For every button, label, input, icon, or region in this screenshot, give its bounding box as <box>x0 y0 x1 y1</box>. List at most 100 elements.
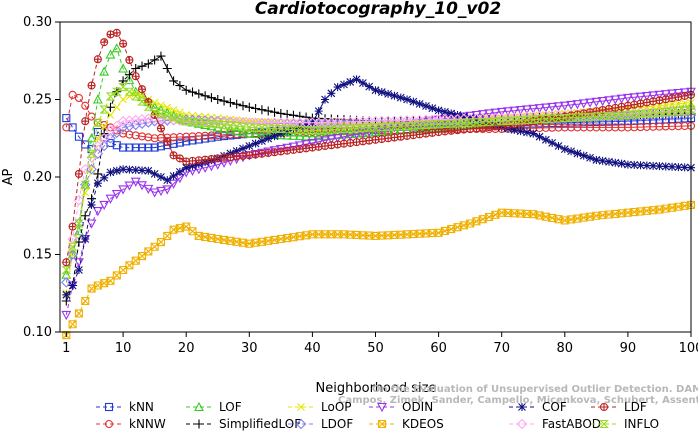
data-point <box>182 137 191 146</box>
data-point <box>617 123 626 132</box>
data-point <box>351 124 362 133</box>
x-tick-label: 10 <box>115 341 132 356</box>
data-point <box>567 147 576 156</box>
data-point <box>668 122 677 131</box>
data-point <box>193 118 204 127</box>
data-point <box>535 132 544 141</box>
legend-item-cof: COF <box>509 400 567 414</box>
data-point <box>238 127 248 137</box>
data-point <box>661 122 670 131</box>
data-point <box>630 123 639 132</box>
data-point <box>466 114 475 123</box>
data-point <box>257 105 267 115</box>
data-point <box>673 107 684 116</box>
data-point <box>288 130 299 140</box>
data-point <box>74 93 83 102</box>
data-point <box>642 98 651 107</box>
data-point <box>484 117 494 126</box>
data-point <box>660 90 671 100</box>
legend-item-kdeos: KDEOS <box>369 417 444 431</box>
data-point <box>339 132 349 142</box>
data-point <box>150 98 159 107</box>
data-point <box>112 28 121 37</box>
data-point <box>440 119 450 129</box>
data-point <box>421 102 430 111</box>
data-point <box>307 126 318 135</box>
data-point <box>496 107 507 118</box>
data-point <box>604 157 613 166</box>
data-point <box>156 124 166 133</box>
legend-marker <box>194 401 204 412</box>
data-point <box>150 55 160 65</box>
data-point <box>144 143 153 152</box>
data-point <box>604 111 614 120</box>
data-point <box>156 173 165 181</box>
data-point <box>269 124 280 133</box>
data-point <box>118 185 129 195</box>
data-point <box>87 81 96 90</box>
data-point <box>553 114 564 123</box>
data-point <box>263 124 274 133</box>
x-tick-label: 20 <box>178 341 195 356</box>
data-point <box>200 91 210 101</box>
data-point <box>610 95 621 105</box>
data-point <box>604 96 614 106</box>
data-point <box>181 85 191 95</box>
data-point <box>333 83 342 92</box>
data-point <box>251 139 260 148</box>
data-point <box>61 265 72 275</box>
data-point <box>130 119 141 131</box>
legend-label: LoOP <box>321 400 352 414</box>
data-point <box>566 100 577 111</box>
series-line-early <box>65 32 137 263</box>
data-point <box>138 166 147 175</box>
data-point <box>244 128 255 138</box>
data-point <box>660 108 671 117</box>
data-point <box>655 162 664 171</box>
data-point <box>86 133 97 143</box>
data-point <box>131 143 140 152</box>
data-point <box>150 143 159 152</box>
data-point <box>175 115 185 124</box>
data-point <box>175 167 184 176</box>
data-point <box>125 143 134 152</box>
data-point <box>548 123 557 132</box>
y-axis: 0.10 0.15 0.20 0.25 0.30 <box>23 15 60 340</box>
legend-marker <box>377 419 387 429</box>
legend: kNN kNNW LOF SimplifiedLOF LoOP LDOF ODIN KDEOS… <box>96 400 659 431</box>
series-line-early <box>65 119 136 263</box>
data-point <box>137 91 147 101</box>
data-point <box>136 118 148 129</box>
data-point <box>282 109 292 119</box>
data-point <box>137 143 147 152</box>
data-point <box>225 98 235 108</box>
data-point <box>611 158 620 167</box>
data-point <box>67 249 78 260</box>
data-point <box>119 95 127 104</box>
data-point <box>105 102 115 112</box>
data-point <box>257 137 266 146</box>
data-point <box>93 169 103 179</box>
data-point <box>225 121 236 130</box>
data-point <box>668 162 677 171</box>
legend-marker <box>104 419 114 429</box>
data-point <box>314 107 323 116</box>
data-point <box>503 116 513 125</box>
data-point <box>636 99 645 108</box>
data-point <box>674 99 683 108</box>
data-point <box>74 258 84 268</box>
data-point <box>649 161 658 170</box>
legend-item-loop: LoOP <box>288 400 352 414</box>
series-line-early <box>65 124 136 283</box>
data-point <box>654 108 665 117</box>
legend-label: ODIN <box>402 400 433 414</box>
data-point <box>119 129 128 138</box>
legend-marker <box>516 418 528 430</box>
data-point <box>447 109 456 118</box>
data-point <box>459 112 468 121</box>
data-point <box>176 108 184 117</box>
data-point <box>105 194 116 204</box>
legend-label: LDF <box>624 400 647 414</box>
legend-item-odin: ODIN <box>369 400 433 414</box>
data-point <box>528 104 539 114</box>
